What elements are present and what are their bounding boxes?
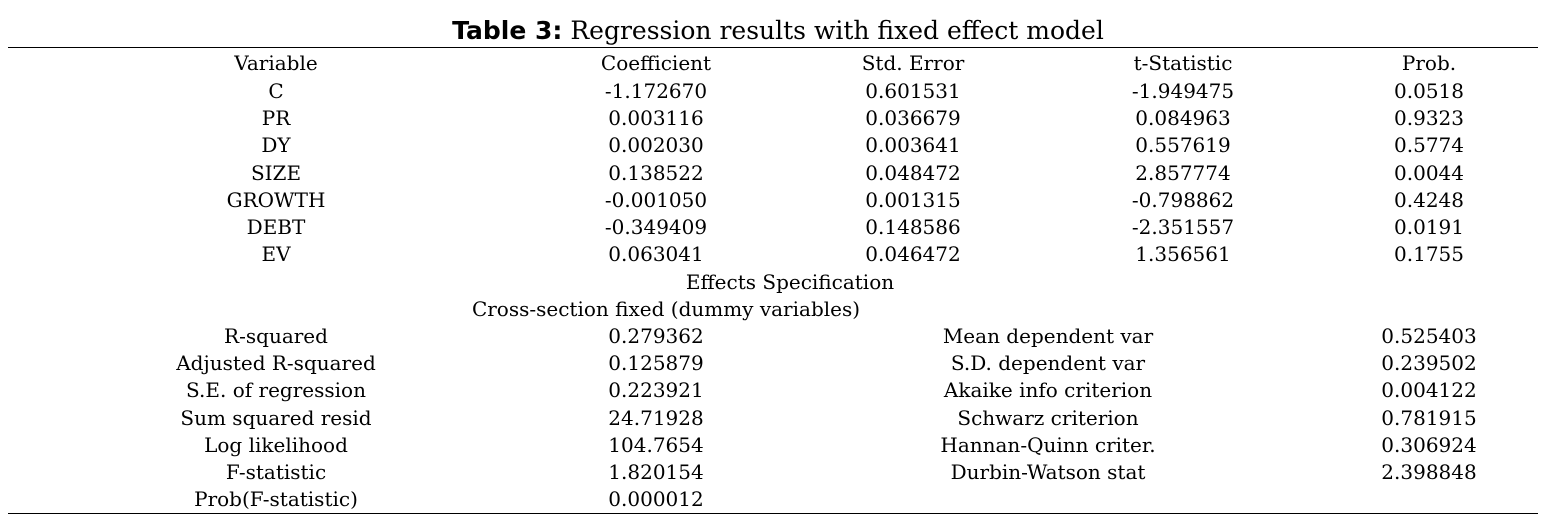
- row-coefficient: 0.138522: [608, 161, 704, 185]
- row-t-statistic: 0.557619: [1135, 133, 1231, 157]
- stat-value-right: 0.239502: [1381, 351, 1477, 375]
- stats-row: Adjusted R-squared 0.125879 S.D. depende…: [0, 350, 1545, 376]
- stats-row: R-squared 0.279362 Mean dependent var 0.…: [0, 323, 1545, 349]
- header-variable: Variable: [234, 51, 318, 75]
- stats-row: Sum squared resid 24.71928 Schwarz crite…: [0, 405, 1545, 431]
- stat-value: 0.279362: [608, 324, 704, 348]
- stats-row: Prob(F-statistic) 0.000012: [0, 486, 1545, 512]
- row-variable: DEBT: [246, 215, 306, 239]
- table-row: DY 0.002030 0.003641 0.557619 0.5774: [0, 132, 1545, 158]
- row-t-statistic: 0.084963: [1135, 106, 1231, 130]
- row-t-statistic: 2.857774: [1135, 161, 1231, 185]
- header-coefficient: Coefficient: [600, 51, 712, 75]
- stat-label-right: S.D. dependent var: [950, 351, 1146, 375]
- row-variable: GROWTH: [226, 188, 326, 212]
- row-prob: 0.0518: [1394, 79, 1464, 103]
- header-std-error: Std. Error: [861, 51, 965, 75]
- stat-label: R-squared: [224, 324, 328, 348]
- effects-subheading: Cross-section fixed (dummy variables): [471, 297, 861, 321]
- table-caption: Table 3: Regression results with fixed e…: [0, 14, 1545, 48]
- stat-value: 24.71928: [608, 406, 704, 430]
- table-row: PR 0.003116 0.036679 0.084963 0.9323: [0, 105, 1545, 131]
- effects-heading: Effects Specification: [685, 270, 895, 294]
- stat-value: 0.125879: [608, 351, 704, 375]
- stats-row: F-statistic 1.820154 Durbin-Watson stat …: [0, 459, 1545, 485]
- stat-label: Prob(F-statistic): [194, 487, 358, 511]
- row-std-error: 0.001315: [865, 188, 961, 212]
- stat-label-right: Durbin-Watson stat: [950, 460, 1146, 484]
- row-variable: EV: [261, 242, 291, 266]
- table-bottom-rule: [8, 513, 1538, 514]
- row-t-statistic: 1.356561: [1135, 242, 1231, 266]
- row-prob: 0.0191: [1394, 215, 1464, 239]
- effects-subheading-row: Cross-section fixed (dummy variables): [0, 296, 1545, 322]
- stat-value-right: 0.004122: [1381, 378, 1477, 402]
- row-t-statistic: -1.949475: [1131, 79, 1235, 103]
- stat-label: Adjusted R-squared: [176, 351, 376, 375]
- stat-label: Sum squared resid: [180, 406, 372, 430]
- table-top-rule: [8, 47, 1538, 48]
- stat-label-right: Akaike info criterion: [943, 378, 1153, 402]
- stat-label: Log likelihood: [204, 433, 348, 457]
- stat-value: 1.820154: [608, 460, 704, 484]
- row-coefficient: -1.172670: [604, 79, 708, 103]
- row-std-error: 0.148586: [865, 215, 961, 239]
- row-variable: DY: [261, 133, 291, 157]
- header-prob: Prob.: [1401, 51, 1457, 75]
- stat-label-right: Mean dependent var: [942, 324, 1154, 348]
- row-coefficient: 0.002030: [608, 133, 704, 157]
- row-std-error: 0.601531: [865, 79, 961, 103]
- table-row: C -1.172670 0.601531 -1.949475 0.0518: [0, 78, 1545, 104]
- table-caption-label: Table 3:: [452, 16, 563, 45]
- stat-label-right: Schwarz criterion: [957, 406, 1139, 430]
- table-row: EV 0.063041 0.046472 1.356561 0.1755: [0, 241, 1545, 267]
- stat-label: F-statistic: [225, 460, 327, 484]
- stats-row: S.E. of regression 0.223921 Akaike info …: [0, 377, 1545, 403]
- row-std-error: 0.046472: [865, 242, 961, 266]
- row-variable: SIZE: [250, 161, 302, 185]
- row-prob: 0.5774: [1394, 133, 1464, 157]
- effects-heading-row: Effects Specification: [0, 269, 1545, 295]
- row-coefficient: 0.063041: [608, 242, 704, 266]
- row-coefficient: -0.349409: [604, 215, 708, 239]
- row-variable: PR: [261, 106, 291, 130]
- table-header-row: Variable Coefficient Std. Error t-Statis…: [0, 50, 1545, 76]
- table-row: GROWTH -0.001050 0.001315 -0.798862 0.42…: [0, 187, 1545, 213]
- row-prob: 0.4248: [1394, 188, 1464, 212]
- stat-value-right: 0.525403: [1381, 324, 1477, 348]
- row-t-statistic: -2.351557: [1131, 215, 1235, 239]
- stats-row: Log likelihood 104.7654 Hannan-Quinn cri…: [0, 432, 1545, 458]
- stat-value: 0.223921: [608, 378, 704, 402]
- row-variable: C: [268, 79, 284, 103]
- row-coefficient: -0.001050: [604, 188, 708, 212]
- table-row: DEBT -0.349409 0.148586 -2.351557 0.0191: [0, 214, 1545, 240]
- stat-value-right: 0.781915: [1381, 406, 1477, 430]
- row-std-error: 0.036679: [865, 106, 961, 130]
- stat-value-right: 0.306924: [1381, 433, 1477, 457]
- table-row: SIZE 0.138522 0.048472 2.857774 0.0044: [0, 160, 1545, 186]
- stat-value: 0.000012: [608, 487, 704, 511]
- stat-value-right: 2.398848: [1381, 460, 1477, 484]
- header-t-statistic: t-Statistic: [1133, 51, 1233, 75]
- row-t-statistic: -0.798862: [1131, 188, 1235, 212]
- table-caption-text: Regression results with fixed effect mod…: [562, 16, 1104, 45]
- row-coefficient: 0.003116: [608, 106, 704, 130]
- row-std-error: 0.003641: [865, 133, 961, 157]
- row-prob: 0.1755: [1394, 242, 1464, 266]
- stat-label: S.E. of regression: [186, 378, 366, 402]
- row-prob: 0.0044: [1394, 161, 1464, 185]
- row-prob: 0.9323: [1394, 106, 1464, 130]
- row-std-error: 0.048472: [865, 161, 961, 185]
- stat-value: 104.7654: [608, 433, 704, 457]
- stat-label-right: Hannan-Quinn criter.: [940, 433, 1156, 457]
